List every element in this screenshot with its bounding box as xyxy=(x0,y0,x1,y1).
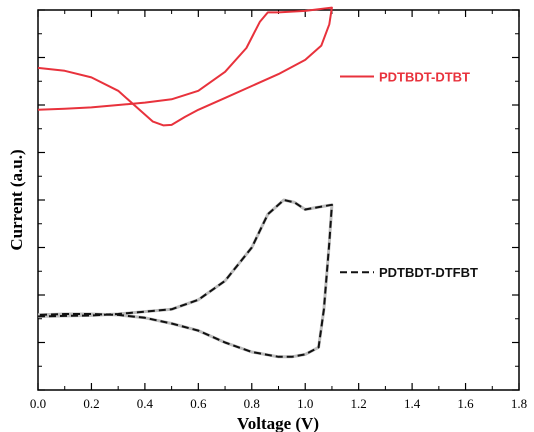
x-tick-label: 0.6 xyxy=(190,396,207,411)
x-tick-label: 0.4 xyxy=(137,396,154,411)
legend-label-pdtbdt-dtbt: PDTBDT-DTBT xyxy=(379,70,470,85)
x-tick-label: 1.6 xyxy=(457,396,474,411)
x-tick-label: 1.0 xyxy=(297,396,313,411)
series-underlay-pdtbdt-dtfbt xyxy=(37,198,334,359)
x-tick-label: 1.2 xyxy=(351,396,367,411)
x-tick-label: 1.8 xyxy=(511,396,527,411)
legend-label-pdtbdt-dtfbt: PDTBDT-DTFBT xyxy=(379,265,478,280)
x-tick-label: 1.4 xyxy=(404,396,421,411)
series-line-pdtbdt-dtbt xyxy=(37,6,333,127)
plot-frame xyxy=(37,9,520,391)
x-tick-label: 0.8 xyxy=(244,396,260,411)
x-axis-title: Voltage (V) xyxy=(237,414,319,432)
x-tick-label: 0.2 xyxy=(83,396,99,411)
y-axis-ticks xyxy=(38,9,519,391)
x-axis-ticks: 0.0 0.2 0.4 0.6 0.8 1.0 1.2 1.4 1.6 1.8 xyxy=(30,10,527,411)
series-layer xyxy=(37,6,334,359)
x-tick-label: 0.0 xyxy=(30,396,46,411)
legend: PDTBDT-DTBT PDTBDT-DTFBT xyxy=(340,70,478,280)
series-line-pdtbdt-dtfbt xyxy=(37,199,333,358)
y-axis-title: Current (a.u.) xyxy=(7,149,26,250)
